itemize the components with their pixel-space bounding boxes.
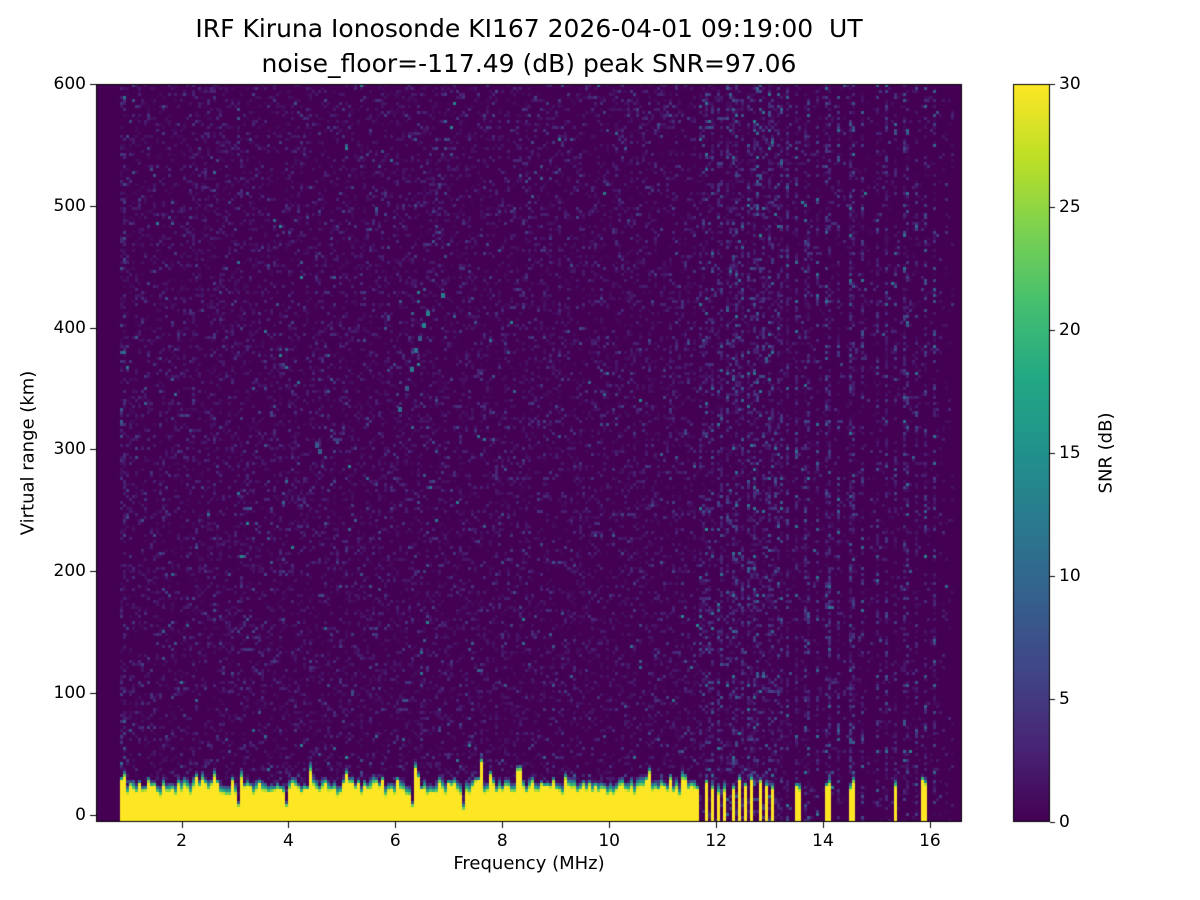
x-tick-label: 2 (176, 831, 187, 851)
y-axis-label: Virtual range (km) (17, 370, 39, 536)
y-tick-label: 200 (53, 561, 86, 582)
x-tick-label: 16 (919, 831, 941, 851)
x-tick-label: 10 (598, 831, 620, 851)
chart-subtitle: noise_floor=-117.49 (dB) peak SNR=97.06 (261, 49, 797, 78)
colorbar-label: SNR (dB) (1095, 412, 1117, 494)
y-tick-label: 600 (53, 74, 86, 94)
colorbar-tick-label: 0 (1059, 812, 1070, 832)
colorbar-tick-label: 30 (1059, 74, 1081, 94)
y-tick-label: 400 (53, 317, 86, 338)
x-axis-label: Frequency (MHz) (453, 853, 605, 874)
colorbar-tick-label: 20 (1059, 320, 1081, 340)
y-tick-label: 500 (53, 195, 86, 216)
y-tick-label: 100 (53, 682, 86, 703)
y-tick-label: 0 (75, 804, 86, 825)
y-tick-label: 300 (53, 439, 86, 460)
colorbar-tick-label: 25 (1059, 197, 1081, 217)
colorbar-tick-label: 10 (1059, 566, 1081, 586)
x-tick-label: 4 (283, 831, 294, 851)
x-tick-label: 8 (496, 831, 508, 851)
x-tick-label: 12 (705, 831, 727, 851)
colorbar-tick-label: 5 (1059, 689, 1070, 709)
x-tick-label: 14 (812, 831, 834, 851)
colorbar-tick-label: 15 (1059, 443, 1081, 463)
chart-title: IRF Kiruna Ionosonde KI167 2026-04-01 09… (195, 14, 863, 43)
x-tick-label: 6 (389, 831, 401, 851)
